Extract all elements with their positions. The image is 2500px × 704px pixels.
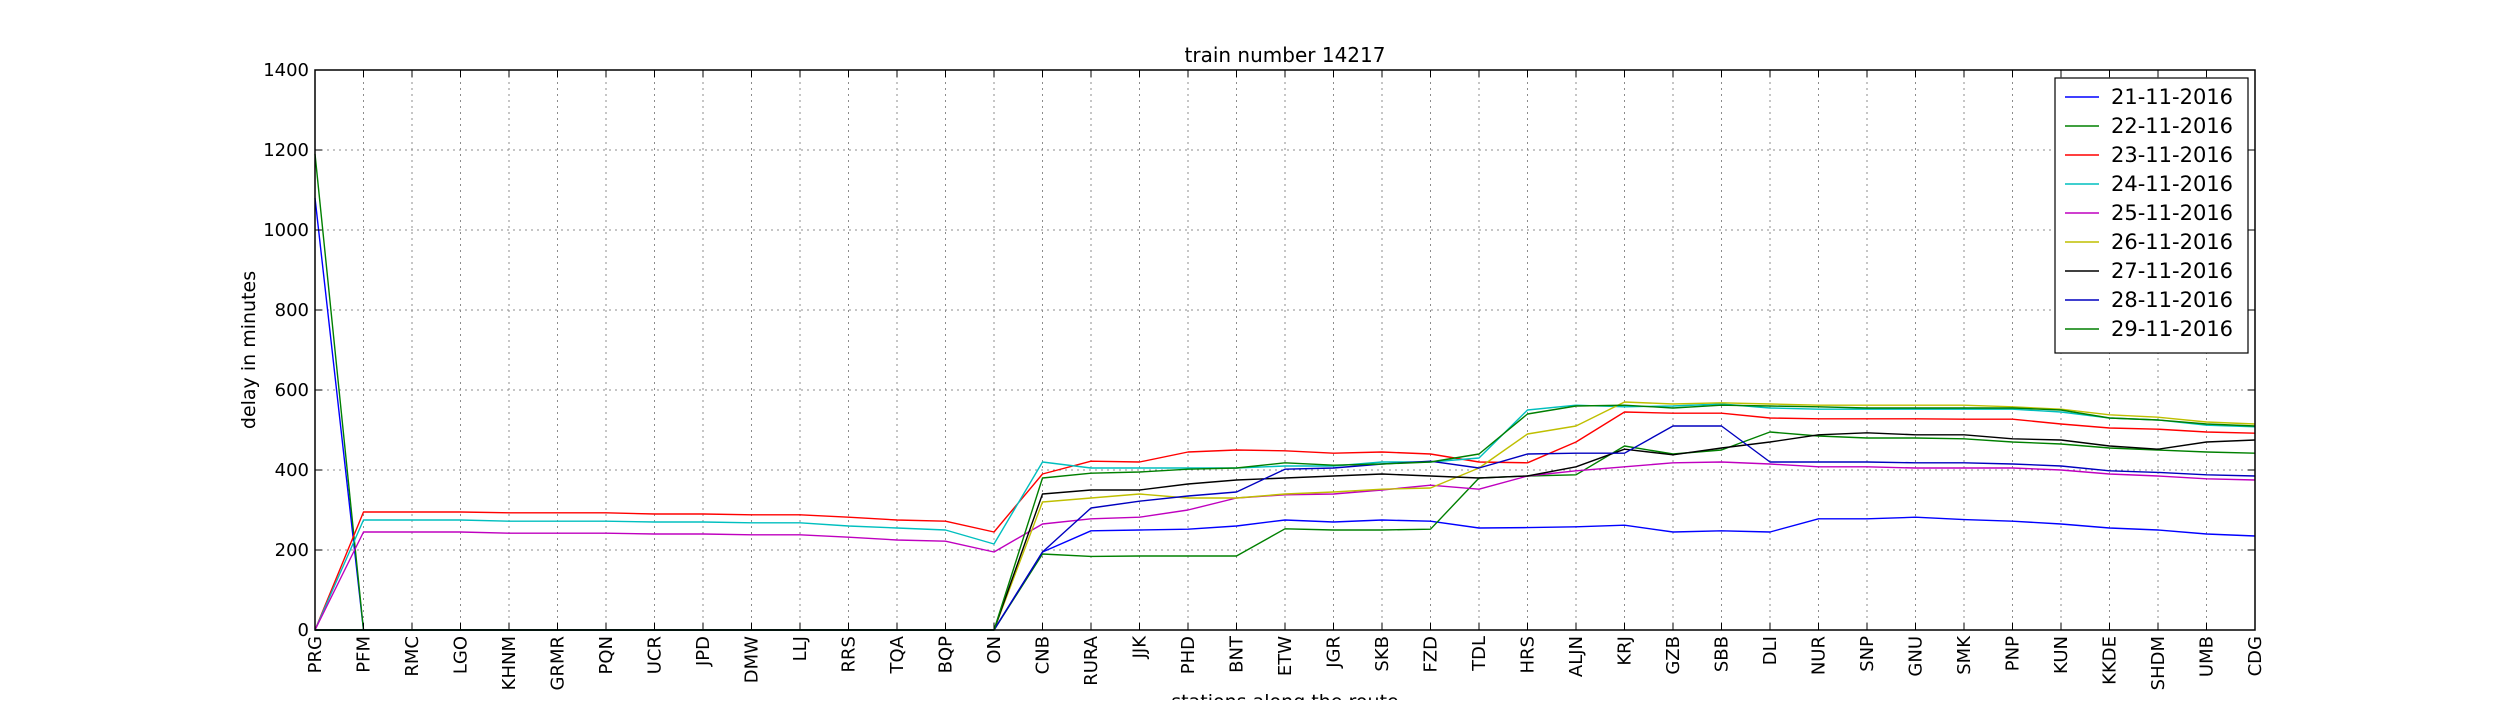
legend-label: 27-11-2016	[2111, 259, 2233, 283]
x-tick-label: SNP	[1857, 636, 1878, 672]
x-tick-label: ON	[984, 636, 1005, 664]
x-tick-label: SKB	[1372, 636, 1393, 672]
y-tick-label: 600	[275, 380, 309, 401]
legend-box	[2054, 77, 2249, 354]
x-tick-label: GRMR	[548, 636, 569, 691]
x-tick-label: LGO	[451, 636, 472, 674]
x-tick-label: RURA	[1081, 635, 1102, 685]
legend-label: 21-11-2016	[2111, 85, 2233, 109]
x-tick-label: SBB	[1712, 636, 1733, 672]
legend-label: 26-11-2016	[2111, 230, 2233, 254]
x-tick-label: UCR	[645, 636, 666, 674]
y-tick-label: 1000	[263, 220, 309, 241]
y-tick-label: 0	[298, 620, 309, 641]
series-line-23-11-2016	[314, 411, 2256, 631]
series-lines	[314, 153, 2256, 631]
x-tick-label: LLJ	[790, 636, 811, 661]
grid-lines	[314, 69, 2256, 631]
x-tick-label: BQP	[936, 636, 957, 674]
x-tick-label: CNB	[1033, 636, 1054, 674]
x-axis-label: stations along the route	[1171, 691, 1398, 700]
x-tick-label: HRS	[1518, 636, 1539, 673]
x-tick-label: KHNM	[499, 636, 520, 690]
legend-label: 29-11-2016	[2111, 317, 2233, 341]
y-tick-label: 800	[275, 300, 309, 321]
legend-label: 23-11-2016	[2111, 143, 2233, 167]
x-tick-label: RMC	[402, 636, 423, 677]
legend-label: 22-11-2016	[2111, 114, 2233, 138]
x-tick-label: GNU	[1906, 636, 1927, 677]
x-tick-label: JJK	[1130, 635, 1151, 660]
y-tick-label: 1200	[263, 140, 309, 161]
x-tick-label: JPD	[693, 636, 714, 667]
x-tick-label: UMB	[2197, 636, 2218, 677]
x-tick-label: PQN	[596, 636, 617, 675]
x-tick-label: DLI	[1760, 636, 1781, 665]
legend-label: 24-11-2016	[2111, 172, 2233, 196]
y-axis-ticks: 0 200 400 600 800 1000 1200 1400	[263, 60, 2255, 641]
y-tick-label: 200	[275, 540, 309, 561]
x-tick-label: SHDM	[2148, 636, 2169, 690]
y-axis-label: delay in minutes	[238, 271, 260, 429]
legend: 21-11-2016 22-11-2016 23-11-2016 24-11-2016…	[2054, 77, 2249, 354]
x-tick-label: TDL	[1469, 636, 1490, 672]
x-tick-label: KRJ	[1615, 636, 1636, 666]
series-line-22-11-2016	[314, 153, 2256, 631]
x-tick-label: DMW	[742, 636, 763, 683]
x-tick-label: SMK	[1954, 635, 1975, 675]
x-tick-label: CDG	[2245, 636, 2266, 676]
x-tick-label: RRS	[839, 636, 860, 672]
x-tick-label: NUR	[1809, 636, 1830, 675]
x-tick-label: PFM	[354, 636, 375, 673]
x-tick-label: TQA	[887, 635, 908, 674]
chart-title: train number 14217	[1185, 43, 1386, 67]
x-tick-label: ETW	[1275, 636, 1296, 676]
y-tick-label: 1400	[263, 60, 309, 81]
x-tick-label: PHD	[1178, 636, 1199, 674]
x-tick-label: BNT	[1227, 635, 1248, 673]
x-tick-label: PRG	[305, 636, 326, 673]
legend-label: 28-11-2016	[2111, 288, 2233, 312]
x-tick-label: JGR	[1324, 636, 1345, 669]
x-tick-label: KKDE	[2100, 636, 2121, 685]
x-tick-label: FZD	[1421, 636, 1442, 673]
x-axis-ticks: PRG PFM RMC LGO KHNM GRMR PQN UCR JPD DMW LLJ RRS TQ…	[305, 70, 2266, 691]
x-tick-label: KUN	[2051, 636, 2072, 674]
series-line-24-11-2016	[314, 403, 2256, 631]
x-tick-label: PNP	[2003, 636, 2024, 671]
y-tick-label: 400	[275, 460, 309, 481]
legend-label: 25-11-2016	[2111, 201, 2233, 225]
x-tick-label: ALJN	[1566, 636, 1587, 677]
x-tick-label: GZB	[1663, 636, 1684, 675]
series-line-25-11-2016	[314, 461, 2256, 631]
